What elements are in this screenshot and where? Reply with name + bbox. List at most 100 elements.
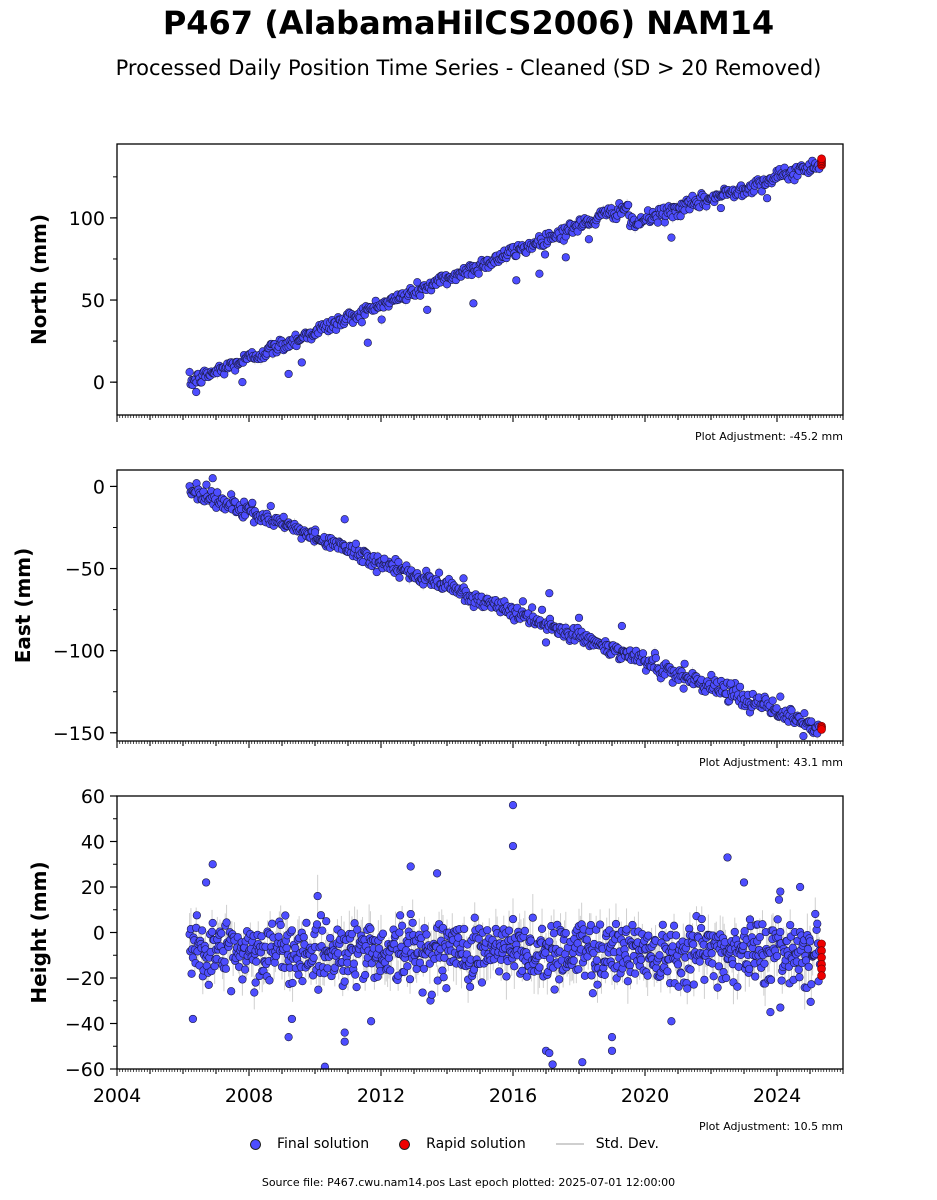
final-solution-point — [418, 988, 427, 997]
final-solution-point — [667, 233, 676, 242]
final-solution-point — [630, 969, 640, 978]
final-solution-point — [460, 924, 469, 934]
final-solution-marker-icon — [250, 1138, 261, 1150]
final-solution-point — [309, 953, 318, 962]
final-solution-point — [281, 911, 290, 920]
final-solution-point — [582, 935, 592, 944]
final-solution-point — [251, 978, 260, 987]
final-solution-point — [574, 613, 584, 622]
final-solution-point — [198, 926, 207, 935]
final-solution-point — [357, 318, 366, 327]
final-solution-point — [352, 982, 361, 992]
final-solution-point — [806, 997, 815, 1006]
y-tick-label: 60 — [81, 786, 105, 808]
final-solution-point — [751, 972, 760, 981]
final-solution-point — [762, 194, 772, 203]
final-solution-point — [238, 975, 247, 984]
final-solution-point — [689, 980, 698, 989]
final-solution-point — [596, 920, 605, 929]
final-solution-point — [739, 878, 749, 887]
final-solution-point — [504, 926, 514, 935]
final-solution-point — [298, 977, 307, 986]
final-solution-point — [787, 706, 796, 715]
final-solution-point — [680, 659, 689, 668]
final-solution-point — [367, 1017, 376, 1026]
final-solution-point — [548, 1060, 557, 1069]
final-solution-point — [676, 212, 685, 221]
final-solution-point — [726, 679, 735, 688]
legend-std: Std. Dev. — [555, 1136, 659, 1152]
final-solution-point — [334, 949, 343, 958]
final-solution-point — [316, 911, 326, 920]
final-solution-point — [454, 933, 463, 942]
final-solution-point — [406, 909, 415, 919]
final-solution-point — [663, 967, 672, 976]
final-solution-point — [683, 984, 692, 993]
final-solution-point — [541, 948, 550, 957]
final-solution-point — [733, 982, 742, 991]
final-solution-point — [469, 299, 478, 308]
final-solution-point — [284, 1033, 293, 1042]
final-solution-point — [716, 203, 726, 213]
final-solution-point — [628, 920, 637, 930]
final-solution-point — [192, 911, 201, 920]
final-solution-point — [607, 1046, 617, 1055]
final-solution-point — [795, 882, 805, 892]
final-solution-point — [208, 918, 217, 928]
final-solution-point — [555, 975, 564, 984]
y-tick-label: −20 — [65, 968, 105, 990]
x-tick-label: 2016 — [489, 1085, 537, 1107]
final-solution-point — [419, 964, 429, 973]
final-solution-point — [288, 978, 297, 988]
final-solution-point — [713, 983, 722, 992]
final-solution-point — [800, 709, 809, 718]
final-solution-point — [766, 1008, 775, 1017]
final-solution-point — [561, 928, 570, 938]
final-solution-point — [366, 924, 375, 933]
y-tick-label: 0 — [93, 476, 105, 498]
final-solution-point — [804, 962, 813, 971]
final-solution-point — [755, 933, 764, 942]
y-tick-label: 40 — [81, 832, 105, 854]
final-solution-point — [185, 368, 194, 377]
chart-title: P467 (AlabamaHilCS2006) NAM14 — [162, 4, 775, 42]
final-solution-point — [208, 860, 217, 869]
final-solution-point — [377, 315, 386, 324]
final-solution-point — [326, 933, 335, 943]
final-solution-point — [776, 887, 785, 896]
final-solution-point — [811, 909, 820, 919]
x-tick-label: 2008 — [225, 1085, 273, 1107]
final-solution-point — [440, 953, 449, 962]
final-solution-point — [623, 977, 632, 986]
final-solution-point — [545, 937, 554, 946]
final-solution-point — [776, 692, 785, 701]
final-solution-point — [772, 951, 782, 961]
final-solution-point — [574, 965, 583, 974]
final-solution-point — [299, 933, 308, 942]
y-tick-label: −150 — [53, 723, 105, 745]
y-tick-label: −50 — [65, 559, 105, 581]
x-tick-label: 2024 — [753, 1085, 801, 1107]
final-solution-point — [276, 920, 285, 930]
panel-height: 60 40 20 0 −20 −40 −60 2004 2008 2012 2016 2020 2024… — [27, 786, 844, 1133]
legend-std-label: Std. Dev. — [595, 1136, 659, 1152]
final-solution-point — [745, 964, 754, 974]
final-solution-point — [217, 929, 226, 938]
final-solution-point — [541, 638, 551, 647]
final-solution-point — [495, 967, 504, 976]
final-solution-point — [353, 925, 362, 934]
final-solution-point — [588, 989, 597, 998]
final-solution-point — [735, 682, 745, 691]
final-solution-point — [416, 291, 425, 300]
source-file-note: Source file: P467.cwu.nam14.pos Last epo… — [261, 1176, 676, 1189]
final-solution-point — [438, 966, 447, 975]
final-solution-point — [528, 913, 537, 922]
final-solution-point — [772, 704, 781, 713]
final-solution-point — [403, 962, 412, 971]
y-tick-label: −100 — [53, 641, 105, 663]
final-solution-point — [250, 988, 259, 997]
final-solution-point — [522, 972, 531, 981]
final-solution-point — [266, 501, 275, 511]
final-solution-point — [318, 926, 327, 935]
final-solution-point — [312, 920, 322, 929]
